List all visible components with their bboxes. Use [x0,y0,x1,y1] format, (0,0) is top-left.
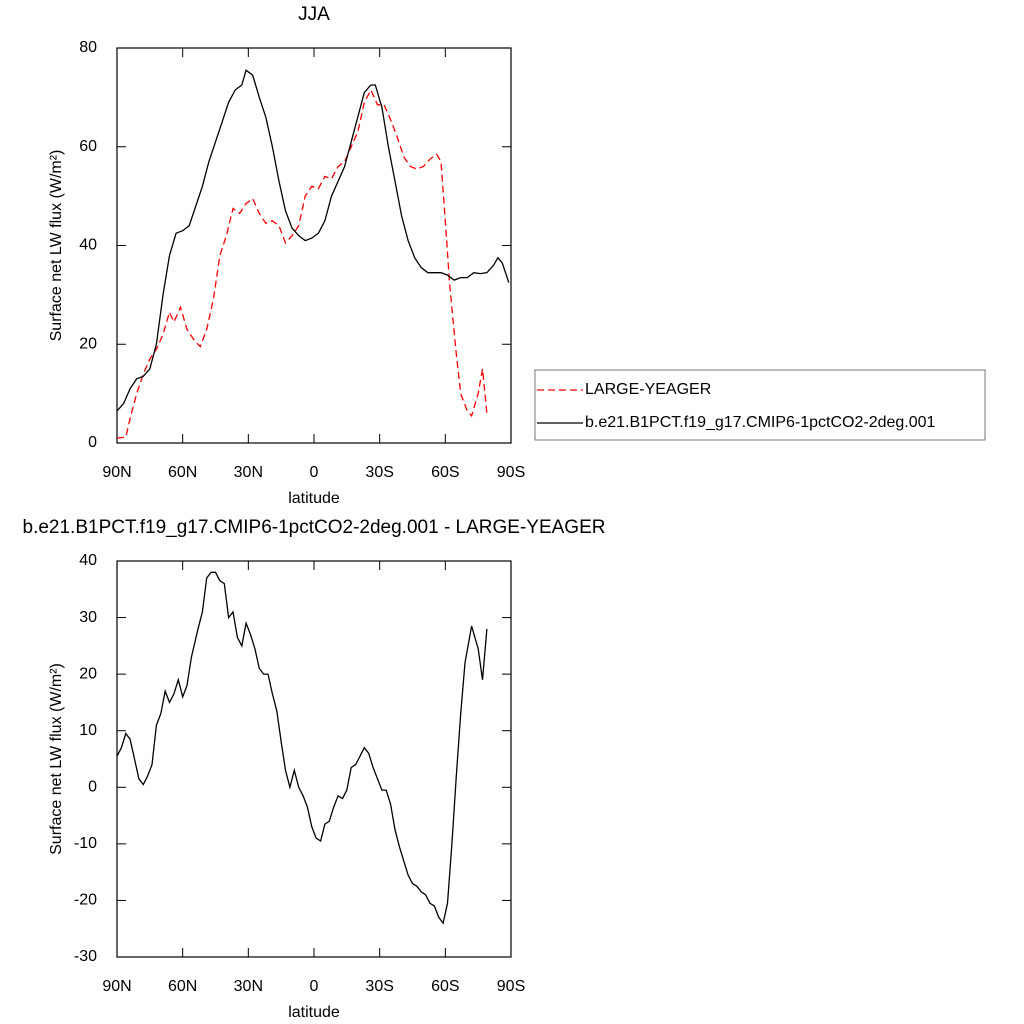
x-tick-label: 60S [431,464,459,481]
x-tick-label: 0 [310,464,319,481]
x-axis-label: latitude [288,490,340,507]
x-tick-label: 90N [102,978,131,995]
chart-title: JJA [298,4,330,25]
x-tick-label: 60N [168,464,197,481]
y-tick-label: 20 [79,335,97,352]
y-axis-label: Surface net LW flux (W/m²) [48,663,65,855]
plot-frame [116,47,512,444]
x-axis-label: latitude [288,1004,340,1021]
y-tick-label: 40 [79,237,97,254]
y-tick-label: 20 [79,665,97,682]
y-tick-label: 80 [79,39,97,56]
x-tick-label: 30N [234,978,263,995]
y-tick-label: 10 [79,722,97,739]
x-tick-label: 90S [497,464,525,481]
y-tick-label: 30 [79,609,97,626]
y-tick-label: -30 [74,948,97,965]
y-tick-label: 0 [88,434,97,451]
plot-frame [116,560,512,958]
x-tick-label: 60S [431,978,459,995]
data-line [116,571,488,925]
legend-box [534,369,986,441]
y-tick-label: 0 [88,779,97,796]
x-tick-label: 30N [234,464,263,481]
y-tick-label: -10 [74,835,97,852]
data-line [116,88,488,439]
legend-label: b.e21.B1PCT.f19_g17.CMIP6-1pctCO2-2deg.0… [585,414,936,431]
x-tick-label: 90S [497,978,525,995]
x-tick-label: 30S [365,978,393,995]
y-tick-label: -20 [74,892,97,909]
y-axis-label: Surface net LW flux (W/m²) [48,150,65,342]
x-tick-label: 0 [310,978,319,995]
x-tick-label: 90N [102,464,131,481]
data-line [116,69,510,412]
legend: LARGE-YEAGER b.e21.B1PCT.f19_g17.CMIP6-1p… [534,369,986,441]
y-tick-label: 60 [79,138,97,155]
plot: b.e21.B1PCT.f19_g17.CMIP6-1pctCO2-2deg.0… [23,517,606,1021]
plot: JJA latitude Surface net LW flux (W/m²) 90N… [48,4,525,507]
x-tick-label: 60N [168,978,197,995]
x-tick-label: 30S [365,464,393,481]
chart-title: b.e21.B1PCT.f19_g17.CMIP6-1pctCO2-2deg.0… [23,517,606,538]
y-tick-label: 40 [79,552,97,569]
legend-label: LARGE-YEAGER [585,381,711,398]
